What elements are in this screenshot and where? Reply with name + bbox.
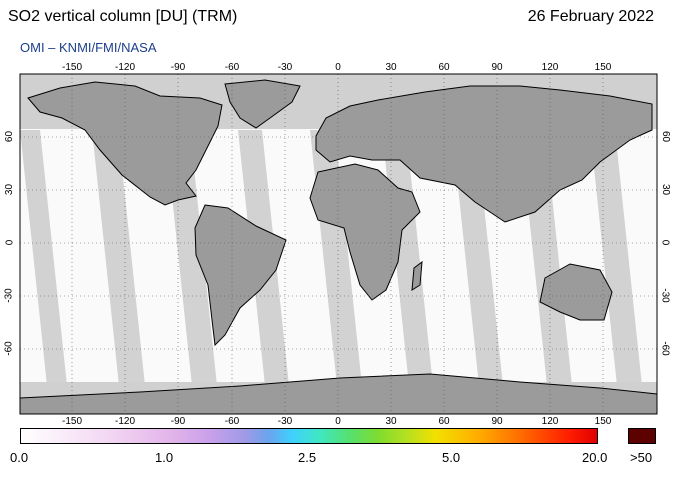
- eurasia: [315, 85, 653, 223]
- australia: [539, 263, 613, 321]
- north-america: [27, 81, 223, 206]
- graticule: [20, 74, 657, 414]
- lat-tick-right: 30: [660, 183, 672, 196]
- south-america: [194, 204, 287, 347]
- lon-tick-bottom: 0: [335, 416, 341, 427]
- lon-tick-bottom: 120: [541, 416, 559, 427]
- lon-tick-top: -90: [170, 62, 186, 73]
- lat-tick-left: 30: [4, 183, 16, 196]
- lon-tick-bottom: 150: [594, 416, 612, 427]
- lon-tick-top: 60: [438, 62, 450, 73]
- color-scale-bar: [20, 428, 598, 444]
- continents: [20, 79, 657, 414]
- lat-tick-left: -60: [3, 341, 15, 356]
- lon-tick-bottom: -60: [224, 416, 240, 427]
- lat-tick-right: -60: [659, 341, 671, 356]
- lon-tick-top: -120: [114, 62, 135, 73]
- lon-tick-bottom: 30: [385, 416, 397, 427]
- map-title: SO2 vertical column [DU] (TRM): [8, 8, 238, 25]
- lat-tick-right: -30: [659, 288, 671, 303]
- lon-tick-top: -60: [224, 62, 240, 73]
- madagascar: [411, 260, 423, 291]
- lat-tick-right: 60: [660, 130, 672, 143]
- color-scale-max-label: >50: [630, 450, 653, 465]
- lon-tick-bottom: -30: [277, 416, 293, 427]
- lon-tick-top: -150: [61, 62, 82, 73]
- data-source: OMI – KNMI/FMI/NASA: [20, 40, 157, 55]
- color-scale-label: 0.0: [10, 450, 29, 465]
- color-scale-label: 5.0: [442, 450, 461, 465]
- lon-tick-bottom: 90: [491, 416, 503, 427]
- lon-tick-top: -30: [277, 62, 293, 73]
- lat-tick-left: 60: [4, 130, 16, 143]
- lon-tick-top: 0: [335, 62, 341, 73]
- lat-tick-left: 0: [4, 239, 16, 246]
- lon-tick-top: 120: [541, 62, 559, 73]
- color-scale-label: 2.5: [298, 450, 317, 465]
- lon-tick-bottom: -120: [114, 416, 135, 427]
- africa: [309, 163, 421, 301]
- lon-tick-bottom: 60: [438, 416, 450, 427]
- greenland: [224, 79, 301, 129]
- lon-tick-top: 150: [594, 62, 612, 73]
- lat-tick-left: -30: [3, 288, 15, 303]
- lon-tick-top: 30: [385, 62, 397, 73]
- map-frame: [19, 73, 658, 415]
- lat-tick-right: 0: [659, 239, 671, 246]
- map-date: 26 February 2022: [527, 8, 654, 25]
- color-scale-max-box: [628, 428, 656, 444]
- lon-tick-bottom: -150: [61, 416, 82, 427]
- lon-tick-bottom: -90: [170, 416, 186, 427]
- color-scale-label: 20.0: [582, 450, 608, 465]
- antarctica: [20, 373, 657, 414]
- color-scale-label: 1.0: [155, 450, 174, 465]
- lon-tick-top: 90: [491, 62, 503, 73]
